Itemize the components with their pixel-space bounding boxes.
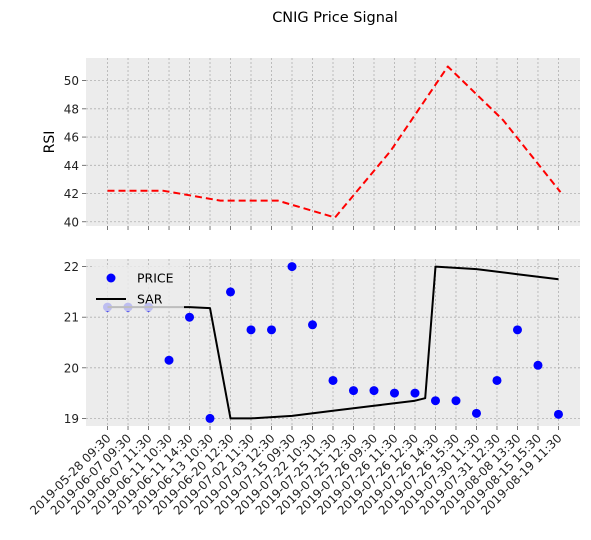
y-tick-label: 40: [64, 215, 79, 229]
price-point: [287, 262, 297, 272]
legend-label: SAR: [137, 292, 163, 307]
y-tick-label: 44: [64, 159, 79, 173]
price-point: [348, 386, 358, 396]
price-point: [226, 287, 236, 297]
price-point: [185, 312, 195, 322]
chart-title: CNIG Price Signal: [272, 10, 398, 26]
y-tick-label: 46: [64, 131, 79, 145]
rsi-panel: 40 42 44 46 48 50 RSI: [42, 58, 580, 230]
price-point: [430, 396, 440, 406]
y-tick-label: 21: [64, 311, 79, 325]
price-point: [164, 355, 174, 365]
price-point: [389, 388, 399, 398]
price-point: [308, 320, 318, 330]
price-point: [410, 388, 420, 398]
price-point: [471, 408, 481, 418]
y-axis-label: RSI: [42, 131, 58, 154]
y-tick-label: 20: [64, 361, 79, 375]
price-point: [451, 396, 461, 406]
price-panel: 19 20 21 22 PRICE SAR: [64, 259, 580, 430]
price-point: [246, 325, 256, 335]
price-point: [512, 325, 522, 335]
y-tick-label: 19: [64, 412, 79, 426]
legend-label: PRICE: [137, 271, 174, 286]
price-point: [267, 325, 277, 335]
price-point: [492, 375, 502, 385]
price-point: [328, 375, 338, 385]
price-point: [369, 386, 379, 396]
series-sar-line: [107, 265, 559, 420]
price-point: [553, 409, 563, 419]
y-tick-label: 22: [64, 260, 79, 274]
legend: PRICE SAR: [92, 265, 184, 311]
price-point: [533, 360, 543, 370]
legend-marker-price: [106, 273, 116, 283]
y-tick-label: 42: [64, 187, 79, 201]
price-point: [205, 413, 215, 423]
grid: [86, 58, 580, 226]
y-tick-label: 48: [64, 102, 79, 116]
y-tick-label: 50: [64, 74, 79, 88]
